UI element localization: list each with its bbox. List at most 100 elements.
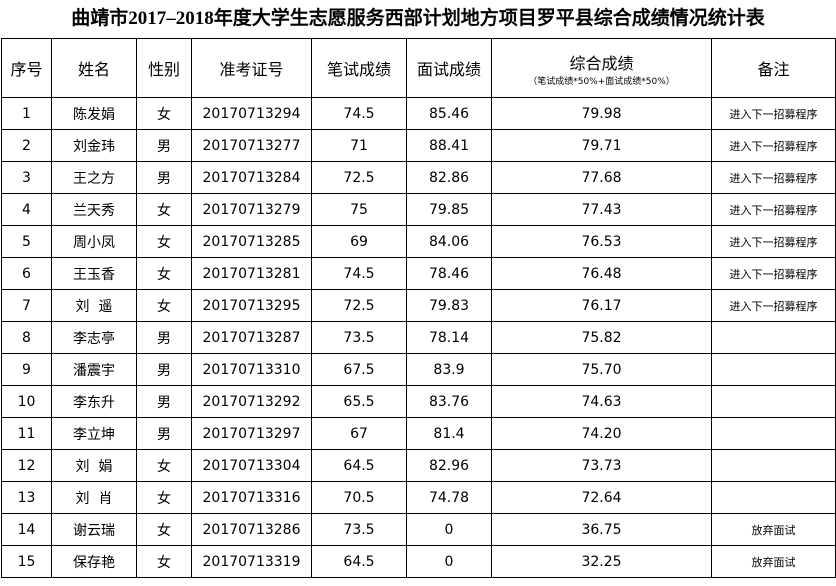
cell-no: 12 — [1, 449, 52, 482]
cell-gender: 女 — [136, 513, 192, 546]
header-cell: 综合成绩 （笔试成绩*50%+面试成绩*50%） — [491, 38, 712, 98]
cell-remark: 进入下一招募程序 — [711, 225, 836, 258]
cell-total: 32.25 — [491, 545, 712, 578]
header-cell: 备注 — [711, 38, 836, 98]
cell-remark — [711, 321, 836, 354]
cell-total: 72.64 — [491, 481, 712, 514]
cell-remark: 放弃面试 — [711, 513, 836, 546]
header-label: 备注 — [757, 60, 790, 79]
cell-total: 75.70 — [491, 353, 712, 386]
cell-id: 20170713277 — [191, 129, 312, 162]
title: 曲靖市2017–2018年度大学生志愿服务西部计划地方项目罗平县综合成绩情况统计… — [71, 8, 765, 29]
cell-total: 76.53 — [491, 225, 712, 258]
cell-gender: 男 — [136, 353, 192, 386]
cell-no: 4 — [1, 193, 52, 226]
cell-interview: 79.83 — [406, 289, 492, 322]
cell-gender: 女 — [136, 97, 192, 130]
cell-name: 潘震宇 — [51, 353, 137, 386]
cell-interview: 82.86 — [406, 161, 492, 194]
cell-id: 20170713304 — [191, 449, 312, 482]
cell-no: 5 — [1, 225, 52, 258]
cell-total: 36.75 — [491, 513, 712, 546]
cell-gender: 男 — [136, 385, 192, 418]
cell-total: 76.48 — [491, 257, 712, 290]
cell-name: 刘金玮 — [51, 129, 137, 162]
header-note: （笔试成绩*50%+面试成绩*50%） — [528, 76, 675, 87]
header-label: 准考证号 — [219, 60, 284, 79]
cell-name: 陈发娟 — [51, 97, 137, 130]
cell-interview: 85.46 — [406, 97, 492, 130]
cell-remark — [711, 353, 836, 386]
cell-id: 20170713281 — [191, 257, 312, 290]
cell-interview: 74.78 — [406, 481, 492, 514]
header-cell: 姓名 — [51, 38, 137, 98]
cell-remark: 进入下一招募程序 — [711, 257, 836, 290]
cell-interview: 78.46 — [406, 257, 492, 290]
cell-total: 74.63 — [491, 385, 712, 418]
cell-id: 20170713284 — [191, 161, 312, 194]
cell-written: 67 — [311, 417, 407, 450]
cell-total: 76.17 — [491, 289, 712, 322]
cell-written: 75 — [311, 193, 407, 226]
header-label: 序号 — [10, 60, 43, 79]
cell-gender: 男 — [136, 321, 192, 354]
cell-gender: 男 — [136, 417, 192, 450]
row: 3 王之方男 20170713284 72.5 82.86 77.68 进入下一招募程序 — [1, 161, 836, 194]
cell-gender: 女 — [136, 289, 192, 322]
cell-written: 74.5 — [311, 97, 407, 130]
cell-id: 20170713316 — [191, 481, 312, 514]
cell-no: 14 — [1, 513, 52, 546]
cell-gender: 女 — [136, 225, 192, 258]
cell-interview: 88.41 — [406, 129, 492, 162]
header-cell: 序号 — [1, 38, 52, 98]
cell-no: 3 — [1, 161, 52, 194]
cell-name: 李志亭 — [51, 321, 137, 354]
cell-written: 69 — [311, 225, 407, 258]
cell-no: 15 — [1, 545, 52, 578]
cell-id: 20170713310 — [191, 353, 312, 386]
cell-total: 77.43 — [491, 193, 712, 226]
cell-gender: 女 — [136, 257, 192, 290]
cell-written: 71 — [311, 129, 407, 162]
cell-name: 王玉香 — [51, 257, 137, 290]
cell-written: 64.5 — [311, 545, 407, 578]
cell-no: 13 — [1, 481, 52, 514]
cell-id: 20170713292 — [191, 385, 312, 418]
row: 1 陈发娟女 20170713294 74.5 85.46 79.98 进入下一招募程序 — [1, 97, 836, 130]
cell-written: 70.5 — [311, 481, 407, 514]
cell-gender: 女 — [136, 545, 192, 578]
cell-id: 20170713294 — [191, 97, 312, 130]
cell-name: 谢云瑞 — [51, 513, 137, 546]
cell-name: 刘 娟 — [51, 449, 137, 482]
row: 4 兰天秀女 20170713279 75 79.85 77.43 进入下一招募程序 — [1, 193, 836, 226]
cell-no: 1 — [1, 97, 52, 130]
cell-name: 李东升 — [51, 385, 137, 418]
cell-id: 20170713279 — [191, 193, 312, 226]
cell-interview: 83.9 — [406, 353, 492, 386]
cell-gender: 女 — [136, 193, 192, 226]
cell-written: 64.5 — [311, 449, 407, 482]
cell-name: 周小凤 — [51, 225, 137, 258]
cell-total: 73.73 — [491, 449, 712, 482]
cell-interview: 84.06 — [406, 225, 492, 258]
cell-remark — [711, 417, 836, 450]
cell-id: 20170713319 — [191, 545, 312, 578]
row: 14 谢云瑞女 20170713286 73.5 0 36.75 放弃面试 — [1, 513, 836, 546]
cell-total: 74.20 — [491, 417, 712, 450]
cell-written: 72.5 — [311, 289, 407, 322]
cell-remark — [711, 449, 836, 482]
cell-remark: 进入下一招募程序 — [711, 193, 836, 226]
cell-written: 67.5 — [311, 353, 407, 386]
cell-id: 20170713286 — [191, 513, 312, 546]
row: 11 李立坤男 20170713297 67 81.4 74.20 — [1, 417, 836, 450]
cell-written: 73.5 — [311, 321, 407, 354]
row: 12 刘 娟女 20170713304 64.5 82.96 73.73 — [1, 449, 836, 482]
row: 9 潘震宇男 20170713310 67.5 83.9 75.70 — [1, 353, 836, 386]
cell-remark — [711, 481, 836, 514]
header-cell: 面试成绩 — [406, 38, 492, 98]
cell-remark: 进入下一招募程序 — [711, 289, 836, 322]
cell-written: 65.5 — [311, 385, 407, 418]
cell-name: 刘 肖 — [51, 481, 137, 514]
cell-no: 8 — [1, 321, 52, 354]
